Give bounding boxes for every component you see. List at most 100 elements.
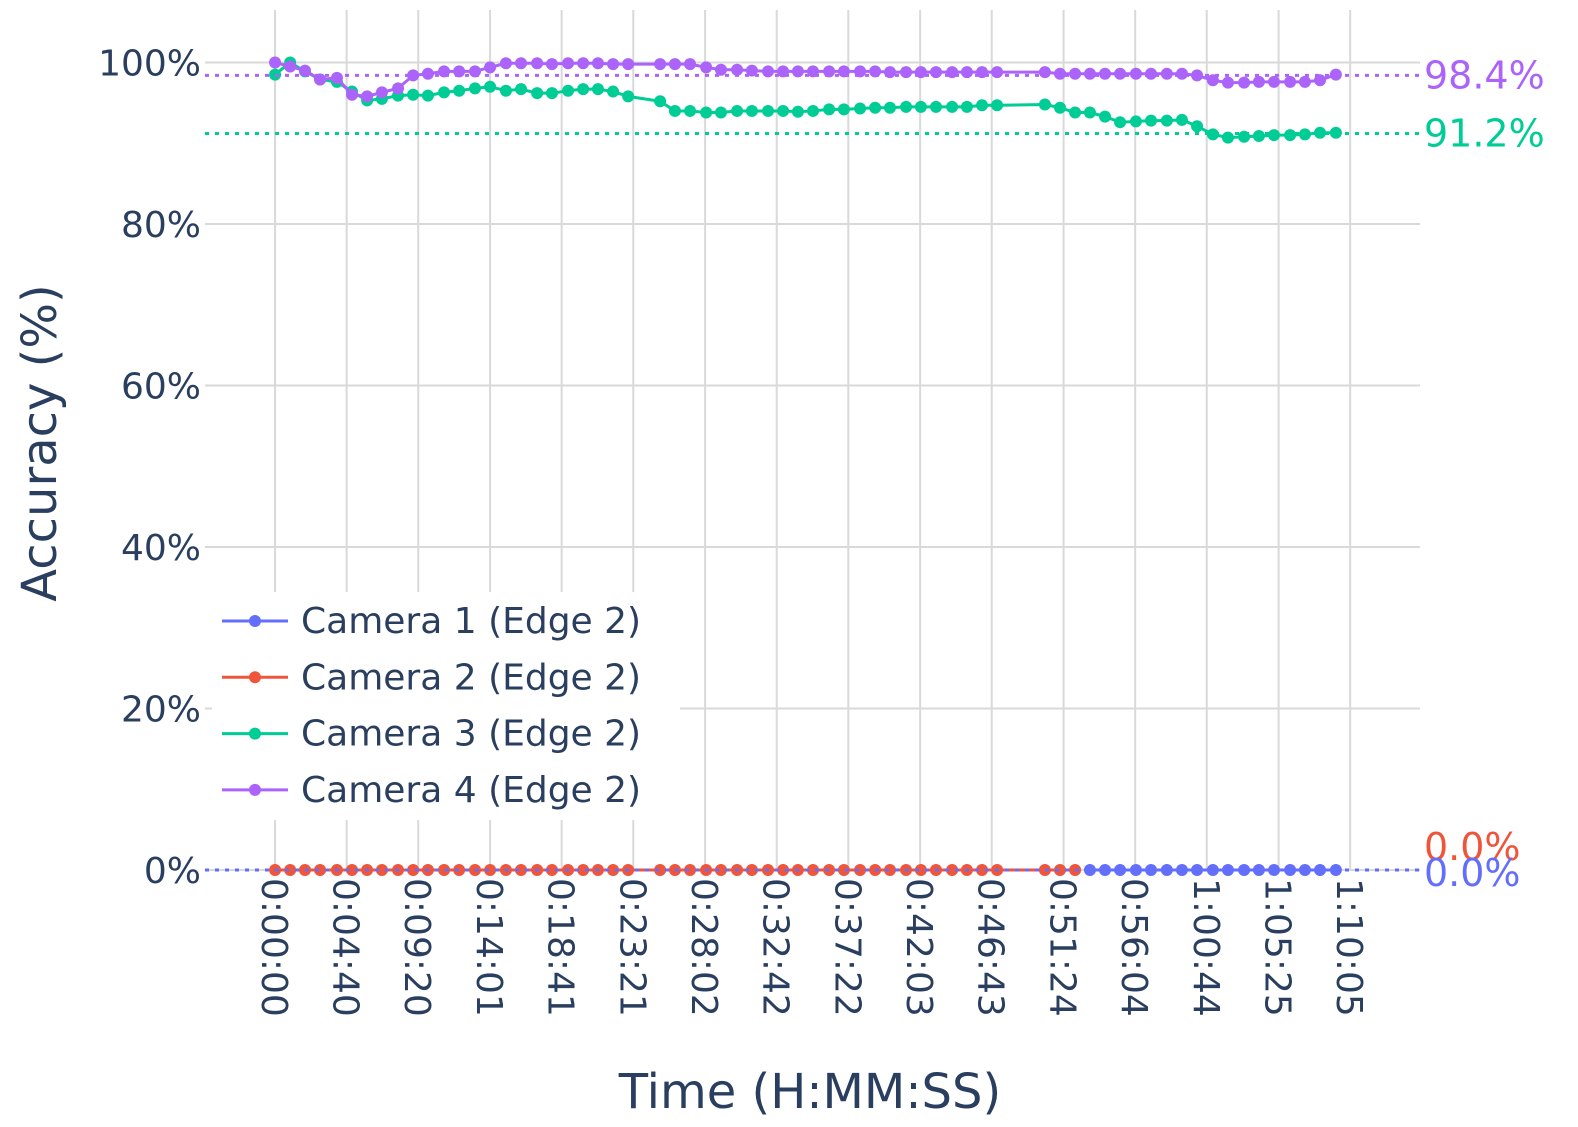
legend-item[interactable]: Camera 2 (Edge 2)	[222, 657, 641, 698]
data-point	[837, 864, 850, 876]
data-point	[545, 864, 558, 876]
data-point	[421, 89, 434, 102]
data-point	[545, 58, 558, 71]
data-point	[1160, 114, 1173, 127]
legend-label: Camera 4 (Edge 2)	[301, 770, 641, 811]
data-point	[577, 57, 590, 70]
data-point	[484, 80, 497, 93]
data-point	[269, 56, 282, 69]
data-point	[854, 864, 867, 876]
data-point	[807, 864, 820, 876]
data-point	[1054, 67, 1066, 80]
legend-swatch-marker	[249, 671, 261, 684]
data-point	[1175, 113, 1188, 126]
data-point	[346, 864, 359, 876]
data-point	[1083, 864, 1096, 876]
data-point	[1145, 67, 1158, 80]
data-point	[1160, 67, 1173, 80]
data-point	[469, 82, 481, 95]
y-axis-title: Accuracy (%)	[12, 284, 68, 601]
data-point	[1083, 106, 1096, 119]
data-point	[1191, 120, 1204, 133]
data-point	[1099, 67, 1111, 80]
data-point	[1099, 110, 1111, 123]
data-point	[654, 58, 667, 71]
data-point	[745, 864, 758, 876]
legend-swatch-marker	[249, 615, 261, 627]
legend-swatch-marker	[249, 727, 261, 740]
data-point	[1206, 128, 1219, 141]
data-point	[1268, 129, 1281, 142]
data-point	[499, 57, 512, 70]
data-point	[1298, 864, 1311, 876]
data-point	[731, 104, 744, 117]
data-point	[654, 95, 667, 108]
data-point	[607, 58, 620, 71]
data-point	[883, 864, 896, 876]
x-tick-label: 0:09:20	[396, 878, 437, 1017]
data-point	[1038, 66, 1051, 79]
data-point	[1145, 864, 1158, 876]
legend-swatch-marker	[249, 783, 261, 796]
data-point	[407, 69, 420, 82]
data-point	[777, 864, 790, 876]
x-tick-label: 0:37:22	[826, 878, 867, 1017]
data-point	[976, 864, 989, 876]
data-point	[1284, 864, 1297, 876]
data-point	[1298, 75, 1311, 88]
data-point	[837, 103, 850, 116]
x-tick-label: 1:00:44	[1185, 878, 1226, 1017]
data-point	[823, 103, 836, 116]
data-point	[545, 87, 558, 100]
data-point	[1221, 76, 1234, 89]
data-point	[1298, 128, 1311, 141]
data-point	[1206, 864, 1219, 876]
y-tick-label: 100%	[98, 43, 201, 84]
data-point	[1145, 114, 1158, 127]
x-tick-label: 0:23:21	[611, 878, 652, 1017]
x-tick-label: 0:14:01	[468, 878, 509, 1017]
data-point	[298, 64, 311, 77]
legend-item[interactable]: Camera 4 (Edge 2)	[222, 770, 641, 811]
data-point	[577, 83, 590, 96]
legend-item[interactable]: Camera 1 (Edge 2)	[222, 601, 641, 642]
data-point	[284, 864, 297, 876]
data-point	[869, 101, 882, 114]
data-point	[438, 864, 451, 876]
data-point	[946, 864, 959, 876]
data-point	[1221, 131, 1234, 144]
reference-label: 91.2%	[1424, 112, 1545, 156]
data-point	[807, 104, 820, 117]
data-point	[1054, 101, 1066, 114]
data-point	[453, 864, 466, 876]
legend-item[interactable]: Camera 3 (Edge 2)	[222, 714, 641, 755]
data-point	[453, 65, 466, 78]
data-point	[777, 104, 790, 117]
data-point	[421, 67, 434, 80]
legend-label: Camera 1 (Edge 2)	[301, 601, 641, 642]
data-point	[375, 86, 388, 99]
data-point	[914, 100, 927, 113]
x-tick-label: 0:51:24	[1042, 878, 1083, 1017]
data-point	[1114, 67, 1127, 80]
data-point	[622, 58, 635, 71]
data-point	[1175, 864, 1188, 876]
data-point	[914, 864, 927, 876]
data-point	[298, 864, 311, 876]
data-point	[791, 65, 804, 78]
data-point	[499, 84, 512, 97]
data-point	[854, 102, 867, 115]
legend-background	[212, 592, 680, 820]
data-point	[929, 100, 942, 113]
data-point	[361, 90, 374, 103]
x-tick-label: 0:00:00	[253, 878, 294, 1017]
data-point	[375, 864, 388, 876]
data-point	[1038, 864, 1051, 876]
data-point	[1268, 75, 1281, 88]
data-point	[1314, 864, 1327, 876]
data-point	[668, 864, 681, 876]
series	[1083, 864, 1342, 876]
y-tick-label: 40%	[121, 528, 201, 569]
data-point	[1252, 75, 1265, 88]
